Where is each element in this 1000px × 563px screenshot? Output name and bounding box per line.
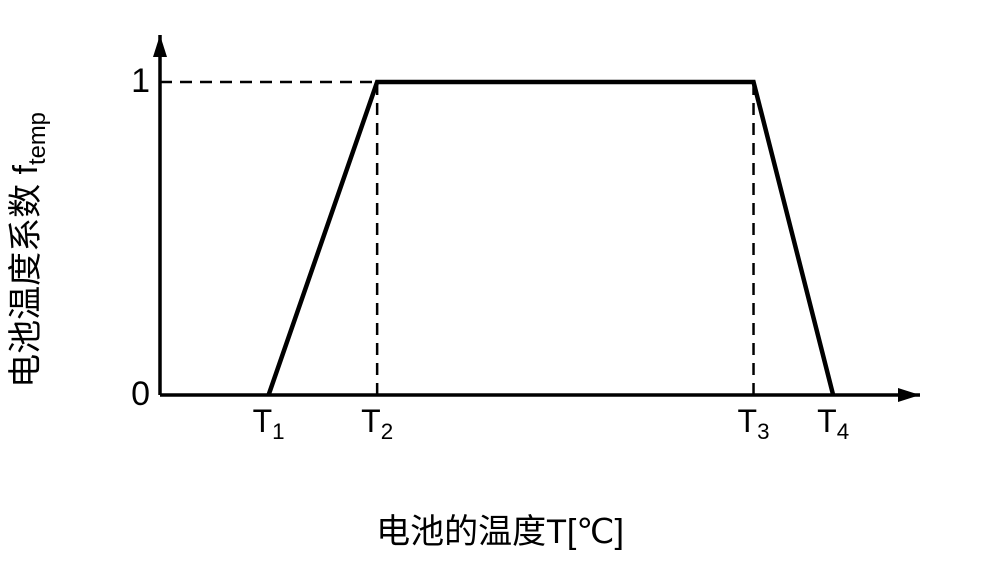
y-tick-0: 0: [110, 375, 150, 414]
plot-svg: [110, 15, 940, 475]
y-tick-1: 1: [110, 62, 150, 101]
x-axis-label: 电池的温度T[℃]: [376, 504, 624, 553]
x-tick-t3: T3: [738, 403, 770, 445]
x-tick-t2: T2: [361, 403, 393, 445]
x-tick-t1: T1: [253, 403, 285, 445]
x-tick-t4: T4: [817, 403, 849, 445]
y-axis-label: 电池温度系数 ftemp: [0, 112, 52, 388]
temperature-coefficient-chart: [110, 15, 940, 475]
